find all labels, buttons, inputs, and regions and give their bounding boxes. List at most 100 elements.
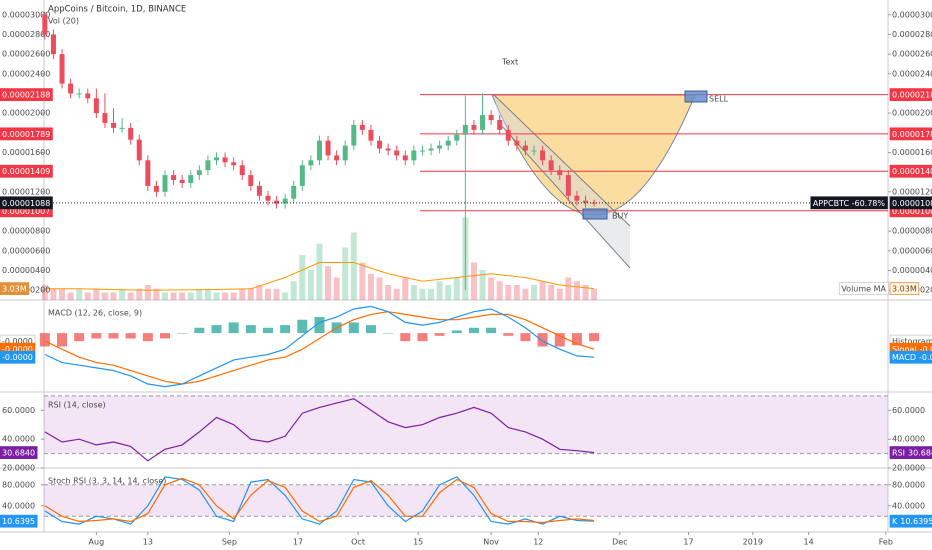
candle-body xyxy=(540,150,546,161)
value-tag: 10.6395 xyxy=(0,514,38,528)
last-price-tag: 0.00001088 xyxy=(889,196,932,210)
volume-bar xyxy=(247,288,254,300)
level-tag: 0.00001409 xyxy=(889,164,932,178)
volume-bar xyxy=(367,273,374,300)
volume-bar xyxy=(402,277,409,300)
volume-bar xyxy=(591,288,598,300)
series-tag-part: 10.6395 xyxy=(900,517,932,526)
value-tag-part: 10.6395 xyxy=(2,517,35,526)
candle-body xyxy=(153,185,159,192)
histogram-bar xyxy=(383,333,394,334)
candle-body xyxy=(557,170,563,176)
symbol-change-tag-text: APPCBTC -60.78% xyxy=(813,198,886,207)
volume-bar xyxy=(76,288,83,300)
volume-ma-tag-box xyxy=(0,282,30,296)
series-tag-text: Histogram-0.0000 xyxy=(892,337,932,346)
level-tag-part: 0.00002188 xyxy=(2,90,50,99)
volume-bar xyxy=(385,285,392,300)
volume-bar xyxy=(548,285,555,300)
volume-ma-name-part: Volume MA xyxy=(841,284,886,293)
value-tag-part: -0.0000 xyxy=(2,337,33,346)
level-tag-text: 0.00001007 xyxy=(892,206,932,215)
volume-bar xyxy=(393,288,400,300)
volume-ma-line xyxy=(44,262,595,291)
candle-body xyxy=(231,162,237,166)
candle-body xyxy=(368,129,374,141)
y-tick-label: 0.00000800 xyxy=(2,227,50,236)
candle-body xyxy=(188,175,194,183)
volume-bar xyxy=(170,292,177,300)
series-tag-box xyxy=(889,446,932,459)
channel-fill xyxy=(494,95,630,268)
volume-bar xyxy=(213,292,220,300)
volume-bar xyxy=(556,288,563,300)
candle-body xyxy=(325,140,331,156)
level-tag-text: 0.00002188 xyxy=(2,90,50,99)
volume-bar xyxy=(290,281,297,300)
volume-ma-tag-part: 3.03M xyxy=(2,284,27,293)
y-tick-label: 0.00001200 xyxy=(892,187,932,196)
series-tag-part: RSI xyxy=(892,448,905,457)
histogram-bar xyxy=(417,333,428,342)
x-tick-label: 15 xyxy=(413,538,423,547)
y-tick-label: 0.00000400 xyxy=(892,266,932,275)
volume-bar xyxy=(153,288,160,300)
sell-label: SELL xyxy=(709,95,729,104)
level-tag: 0.00001789 xyxy=(0,127,53,141)
level-tag: 0.00002188 xyxy=(0,88,53,102)
level-tag-box xyxy=(0,164,53,178)
x-tick-label: 17 xyxy=(293,538,303,547)
candle-body xyxy=(85,93,91,99)
level-tag-box xyxy=(889,164,932,178)
last-price-tag-text: 0.00001088 xyxy=(2,198,50,207)
series-tag-text: MACD-0.0000 xyxy=(892,353,932,362)
candle-body xyxy=(497,120,503,130)
histogram-bar xyxy=(486,327,497,334)
candle-body xyxy=(205,160,211,171)
y-tick-label: 0.00000600 xyxy=(892,246,932,255)
volume-bar xyxy=(333,277,340,300)
last-price-tag: 0.00001088 xyxy=(0,196,53,210)
candle-body xyxy=(248,175,254,186)
volume-bar xyxy=(522,288,529,300)
y-tick-label: 0.00003000 xyxy=(892,10,932,19)
volume-bar xyxy=(573,281,580,300)
histogram-bar xyxy=(177,333,188,334)
volume-ma-tag: 3.03M xyxy=(889,282,920,296)
candle-body xyxy=(128,127,134,140)
candle-body xyxy=(565,175,571,196)
volume-bar xyxy=(470,262,477,300)
level-tag-box xyxy=(889,88,932,102)
x-tick-label: 12 xyxy=(533,538,543,547)
candle-body xyxy=(222,157,228,163)
volume-bar xyxy=(67,292,74,300)
histogram-bar xyxy=(91,333,102,339)
candle-body xyxy=(59,54,65,84)
candle-body xyxy=(377,140,383,149)
level-tag-part: 0.00001007 xyxy=(2,206,50,215)
candle-body xyxy=(68,83,74,94)
volume-bar xyxy=(204,288,211,300)
value-tag-box xyxy=(0,514,38,528)
volume-ma-tag-box xyxy=(889,282,920,296)
level-tag-part: 0.00001007 xyxy=(892,206,932,215)
value-tag-text: 30.6840 xyxy=(2,448,35,457)
value-tag-text: 10.6395 xyxy=(2,517,35,526)
series-tag-part: -0.0000 xyxy=(919,353,932,362)
volume-bar xyxy=(119,288,126,300)
histogram-bar xyxy=(537,333,548,347)
panel-title: RSI (14, close) xyxy=(48,401,106,410)
volume-bar xyxy=(230,292,237,300)
y-tick-label: 60.0000 xyxy=(2,406,35,415)
candle-body xyxy=(351,124,357,146)
text-annotation: Text xyxy=(501,58,518,67)
level-tag-box xyxy=(889,127,932,141)
y-tick-label: 20.0000 xyxy=(2,464,35,473)
candle-body xyxy=(102,113,108,123)
series-tag-text: Signal-0.0000 xyxy=(892,345,932,354)
level-tag-text: 0.00002188 xyxy=(892,90,932,99)
level-tag-part: 0.00002188 xyxy=(892,90,932,99)
last-price-tag-box xyxy=(0,196,53,210)
x-tick-label: 17 xyxy=(683,538,693,547)
